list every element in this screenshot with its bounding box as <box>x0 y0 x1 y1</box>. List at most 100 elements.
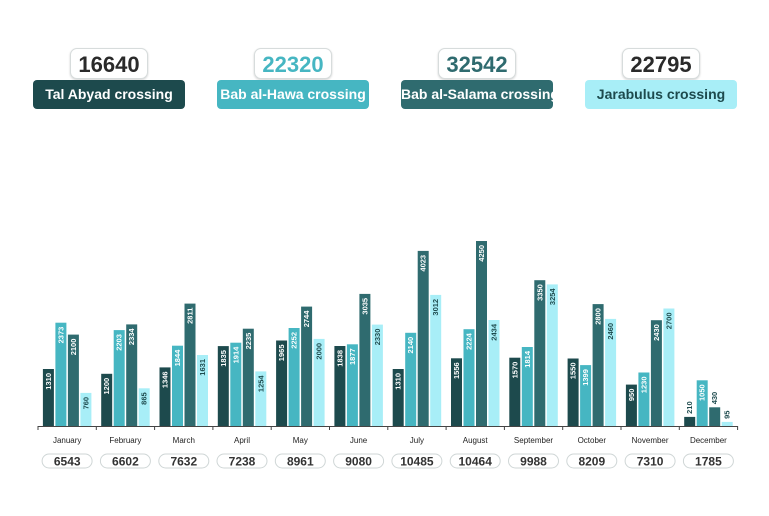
bar-tal-abyad-crossing-august <box>451 358 462 426</box>
data-label-bab-al-salama-crossing-december: 430 <box>710 392 719 405</box>
bar-bab-al-hawa-crossing-december <box>696 380 708 426</box>
total-pill-may <box>274 453 326 469</box>
bar-bab-al-hawa-crossing-february <box>113 330 125 426</box>
bar-bab-al-salama-crossing-march <box>184 303 196 426</box>
bar-jarabulus-crossing-march <box>197 355 208 426</box>
bar-bab-al-salama-crossing-august <box>476 241 487 426</box>
month-label-december: December <box>690 436 727 445</box>
month-label-july: July <box>410 436 424 445</box>
data-label-bab-al-hawa-crossing-july: 2140 <box>406 337 415 354</box>
bar-bab-al-hawa-crossing-march <box>172 345 183 426</box>
data-label-bab-al-hawa-crossing-october: 1399 <box>581 369 590 386</box>
data-label-bab-al-salama-crossing-june: 3035 <box>360 298 369 315</box>
data-label-bab-al-hawa-crossing-may: 2252 <box>290 332 299 349</box>
total-pill-september <box>508 453 559 469</box>
total-december: 1785 <box>695 455 722 469</box>
bar-bab-al-salama-crossing-january <box>67 334 79 426</box>
data-label-bab-al-salama-crossing-october: 2800 <box>594 308 603 325</box>
data-label-jarabulus-crossing-november: 2700 <box>664 313 673 330</box>
data-label-tal-abyad-crossing-september: 1570 <box>510 362 519 379</box>
total-pill-january <box>41 453 93 469</box>
total-february: 6602 <box>112 455 139 469</box>
bar-jarabulus-crossing-february <box>138 388 150 426</box>
data-label-tal-abyad-crossing-december: 210 <box>685 401 694 414</box>
total-september: 9988 <box>520 455 547 469</box>
bar-tal-abyad-crossing-september <box>509 357 521 426</box>
bar-jarabulus-crossing-september <box>546 284 558 426</box>
bar-bab-al-hawa-crossing-october <box>580 365 592 426</box>
bar-bab-al-salama-crossing-april <box>242 328 254 426</box>
total-pill-march <box>158 453 210 469</box>
legend-item-bab-al-salama: 32542 Bab al-Salama crossing <box>401 48 559 112</box>
bar-bab-al-salama-crossing-september <box>534 280 546 426</box>
bar-bab-al-salama-crossing-june <box>359 293 371 426</box>
total-june: 9080 <box>345 455 372 469</box>
legend-total-jarabulus: 22795 <box>622 48 700 79</box>
total-pill-august <box>449 453 501 469</box>
month-label-february: February <box>109 436 141 445</box>
bar-tal-abyad-crossing-april <box>217 346 229 426</box>
data-label-tal-abyad-crossing-march: 1346 <box>161 371 170 388</box>
bar-bab-al-salama-crossing-november <box>650 320 662 426</box>
legend-item-jarabulus: 22795 Jarabulus crossing <box>585 48 737 112</box>
total-pill-october <box>566 453 618 469</box>
data-label-jarabulus-crossing-february: 865 <box>140 392 149 405</box>
bar-tal-abyad-crossing-february <box>101 373 113 426</box>
legend-label-bab-al-salama: Bab al-Salama crossing <box>401 80 559 109</box>
total-july: 10485 <box>400 455 434 469</box>
total-january: 6543 <box>54 455 81 469</box>
data-label-tal-abyad-crossing-october: 1550 <box>569 363 578 380</box>
bar-bab-al-hawa-crossing-june <box>346 344 358 426</box>
bar-jarabulus-crossing-may <box>313 338 325 426</box>
data-label-bab-al-hawa-crossing-april: 1914 <box>231 346 240 364</box>
bar-jarabulus-crossing-july <box>430 294 442 426</box>
bar-bab-al-hawa-crossing-april <box>230 342 242 426</box>
data-label-tal-abyad-crossing-january: 1310 <box>44 373 53 390</box>
data-label-bab-al-hawa-crossing-january: 2373 <box>56 327 65 344</box>
data-label-bab-al-salama-crossing-march: 2811 <box>186 308 195 324</box>
total-pill-june <box>333 453 385 469</box>
data-label-jarabulus-crossing-april: 1254 <box>256 375 265 393</box>
bar-tal-abyad-crossing-june <box>334 346 346 426</box>
data-label-bab-al-hawa-crossing-august: 2224 <box>465 332 474 350</box>
bar-bab-al-hawa-crossing-august <box>463 329 475 426</box>
month-label-august: August <box>463 436 489 445</box>
bar-jarabulus-crossing-april <box>255 371 267 426</box>
bar-bab-al-salama-crossing-february <box>126 324 138 426</box>
bar-tal-abyad-crossing-january <box>42 369 54 426</box>
data-label-bab-al-salama-crossing-may: 2744 <box>302 310 311 328</box>
total-pill-february <box>99 453 151 469</box>
data-label-bab-al-salama-crossing-february: 2334 <box>127 328 136 346</box>
total-october: 8209 <box>578 455 605 469</box>
month-label-september: September <box>514 436 553 445</box>
total-november: 7310 <box>637 455 664 469</box>
data-label-jarabulus-crossing-march: 1631 <box>198 359 207 376</box>
bar-jarabulus-crossing-november <box>663 308 675 426</box>
legend-label-jarabulus: Jarabulus crossing <box>585 80 737 109</box>
bar-tal-abyad-crossing-october <box>567 358 579 426</box>
legend-total-bab-al-salama: 32542 <box>438 48 516 79</box>
data-label-jarabulus-crossing-october: 2460 <box>606 323 615 340</box>
bar-jarabulus-crossing-october <box>605 318 617 426</box>
bar-bab-al-hawa-crossing-july <box>405 332 417 426</box>
total-april: 7238 <box>229 455 256 469</box>
bar-bab-al-hawa-crossing-may <box>288 328 300 426</box>
data-label-bab-al-salama-crossing-september: 3350 <box>535 284 544 301</box>
data-label-bab-al-hawa-crossing-february: 2203 <box>115 334 124 351</box>
legend-total-bab-al-hawa: 22320 <box>254 48 332 79</box>
data-label-jarabulus-crossing-july: 3012 <box>431 299 440 316</box>
month-label-november: November <box>632 436 669 445</box>
bar-bab-al-salama-crossing-may <box>301 306 313 426</box>
total-august: 10464 <box>459 455 493 469</box>
data-label-jarabulus-crossing-september: 3254 <box>548 288 557 306</box>
bar-bab-al-salama-crossing-july <box>417 250 429 426</box>
month-label-march: March <box>173 436 195 445</box>
data-label-tal-abyad-crossing-november: 950 <box>627 389 636 402</box>
data-label-bab-al-hawa-crossing-september: 1814 <box>523 350 532 368</box>
month-label-october: October <box>578 436 607 445</box>
data-label-bab-al-salama-crossing-april: 2235 <box>244 333 253 350</box>
data-label-bab-al-hawa-crossing-march: 1844 <box>173 349 182 367</box>
data-label-tal-abyad-crossing-april: 1835 <box>219 350 228 367</box>
bar-tal-abyad-crossing-july <box>392 369 404 426</box>
